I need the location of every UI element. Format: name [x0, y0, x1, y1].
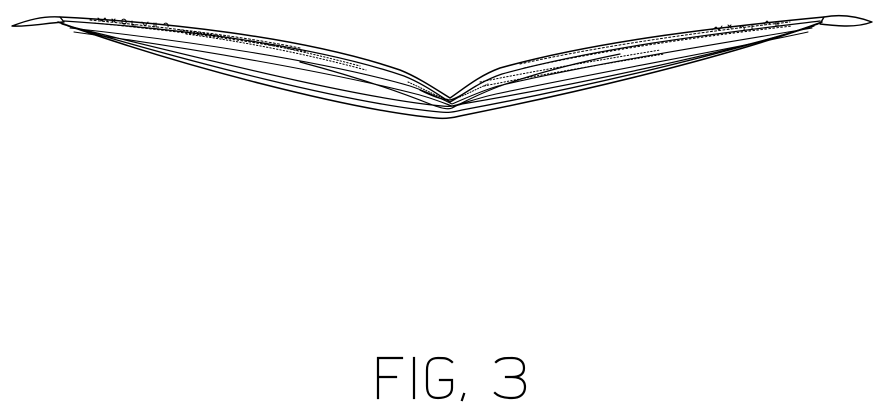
left-end-tab: [12, 17, 64, 26]
lower-contour-2: [62, 24, 818, 112]
figure-caption: FIG. 3: [372, 352, 542, 402]
middle-band-lower: [74, 32, 808, 106]
lower-contour-3: [68, 26, 814, 106]
figure-caption-text: FIG. 3: [372, 352, 542, 402]
left-print-strip: [90, 20, 366, 70]
outer-bottom-contour: [58, 22, 822, 118]
right-end-tab: [820, 16, 872, 26]
